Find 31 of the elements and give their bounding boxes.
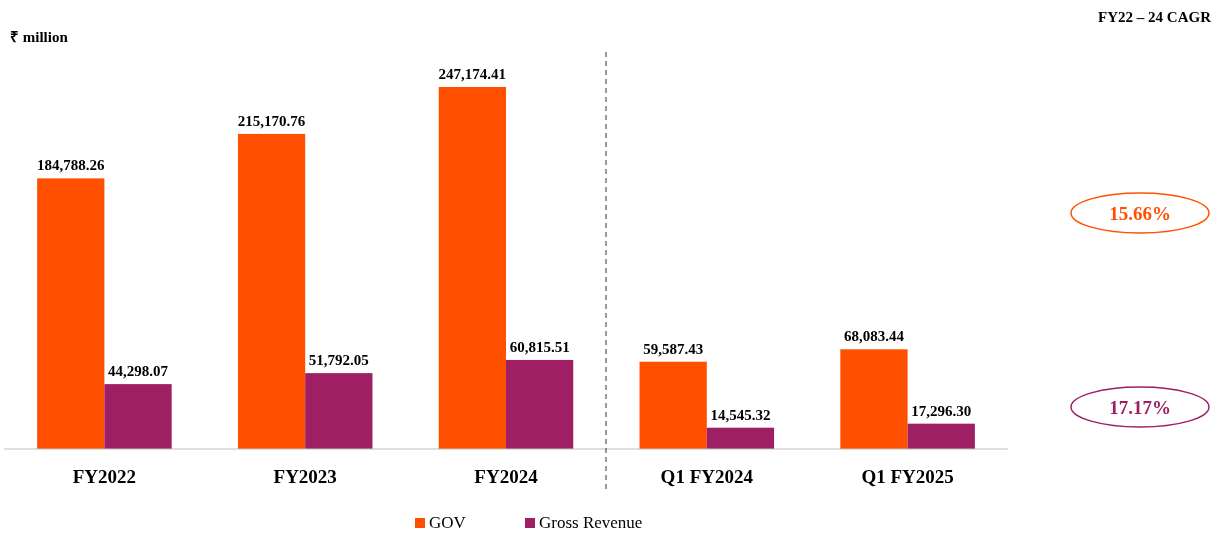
bar [37,178,105,449]
legend-label: Gross Revenue [539,513,643,532]
data-label: 59,587.43 [643,340,704,357]
data-label: 44,298.07 [108,363,169,380]
data-label: 14,545.32 [710,406,771,423]
bar [305,373,373,449]
text: FY22 – 24 CAGR [1098,9,1212,25]
bar [706,427,775,449]
data-label: 215,170.76 [237,112,306,129]
x-tick-label: Q1 FY2025 [861,466,954,487]
bar [438,87,506,449]
bar [907,423,975,449]
data-label: 51,792.05 [308,352,369,369]
bar [237,133,306,449]
text: 17.17% [1109,397,1171,418]
bar [639,361,707,449]
x-tick-label: FY2023 [273,466,337,487]
data-label: 184,788.26 [37,157,106,174]
data-label: 247,174.41 [438,66,507,82]
data-label: 17,296.30 [911,402,972,419]
text: 15.66% [1109,203,1171,224]
y-axis-title: ₹ million [10,29,69,45]
bar [506,359,574,449]
bar [104,384,172,449]
data-label: 60,815.51 [509,338,570,355]
data-label: 68,083.44 [843,328,905,345]
x-tick-label: FY2024 [474,466,539,487]
x-tick-label: Q1 FY2024 [660,466,754,487]
legend-label: GOV [429,513,467,532]
x-tick-label: FY2022 [72,466,137,487]
bar [840,349,908,449]
